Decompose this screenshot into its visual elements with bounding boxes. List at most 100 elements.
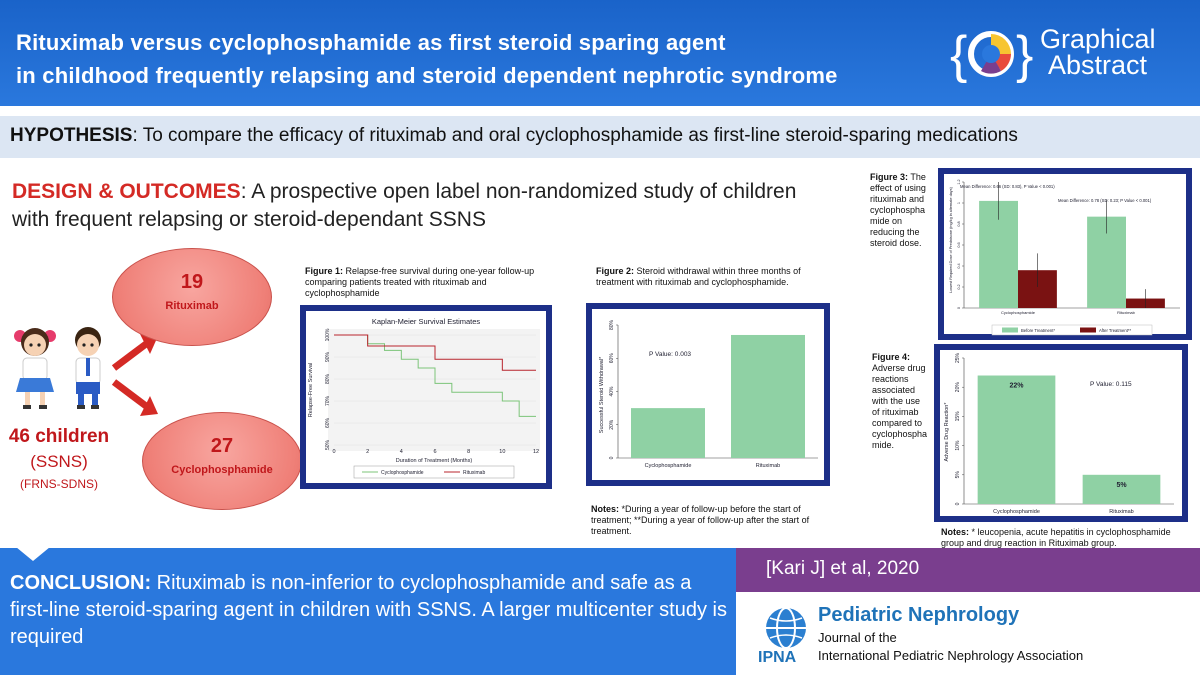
km-ylabel: Relapse-Free Survival <box>308 363 314 417</box>
cyclophosphamide-group-oval: 27 Cyclophosphamide <box>142 412 302 510</box>
figure2-caption-label: Figure 2: <box>596 266 635 276</box>
figure4-notes-text: * leucopenia, acute hepatitis in cycloph… <box>941 527 1171 548</box>
title-line-2: in childhood frequently relapsing and st… <box>16 63 838 88</box>
y-tick-label: 10% <box>955 440 961 451</box>
f2-annotation: P Value: 0.003 <box>649 351 691 358</box>
y-tick-label: 0 <box>609 456 615 459</box>
y-tick-label: 20% <box>609 419 615 430</box>
y-tick-label: 0 <box>957 307 961 309</box>
figure4-caption-line: of rituximab <box>872 407 919 417</box>
km-title: Kaplan-Meier Survival Estimates <box>372 317 481 326</box>
figure4-caption-line: with the use <box>872 396 921 406</box>
km-legend-label: Rituximab <box>463 470 485 476</box>
y-tick-label: 0.2 <box>957 284 961 289</box>
y-tick-label: 0.4 <box>957 263 961 268</box>
kaplan-meier-chart: Kaplan-Meier Survival Estimates 0 2 4 6 8 10 1… <box>306 311 546 483</box>
conclusion-text: CONCLUSION: Rituximab is non-inferior to… <box>10 570 730 651</box>
conclusion-body: Rituximab is non-inferior to cyclophosph… <box>10 572 727 648</box>
cyclophosphamide-count: 27 <box>210 435 234 457</box>
y-tick-label: 20% <box>955 382 961 393</box>
ipna-logo-text: IPNA <box>758 649 797 666</box>
svg-text:{: { <box>950 26 967 84</box>
km-x-tick: 10 <box>499 449 505 455</box>
y-tick-label: 1 <box>957 202 961 204</box>
km-xlabel: Duration of Treatment (Months) <box>396 458 473 464</box>
reference-text: [Kari J] et al, 2020 <box>766 558 920 579</box>
svg-text:}: } <box>1016 26 1033 84</box>
km-x-tick: 0 <box>332 449 335 455</box>
figure3-caption-line: steroid dose. <box>870 238 922 248</box>
children-count: 46 children <box>8 426 110 447</box>
f3-legend-swatch <box>1080 327 1096 333</box>
children-icon <box>14 327 101 409</box>
ipna-globe-icon <box>766 607 806 649</box>
notch-icon <box>16 547 50 561</box>
hypothesis-body: : To compare the efficacy of rituximab a… <box>132 125 1018 146</box>
figure4-notes: Notes: * leucopenia, acute hepatitis in … <box>941 527 1193 549</box>
figure4-caption-line: compared to <box>872 418 923 428</box>
km-y-tick: 50% <box>325 439 331 450</box>
figure4-caption: Figure 4: Adverse drug reactions associa… <box>872 352 934 451</box>
f3-annotation-1: Mean Difference: 0.66 (SD: 0.83), P Valu… <box>960 184 1055 189</box>
y-tick-label: 60% <box>609 353 615 364</box>
y-tick-label: 25% <box>955 352 961 363</box>
figure3-caption-line: The <box>910 172 926 182</box>
f3-legend-swatch <box>1002 327 1018 333</box>
y-tick-label: 40% <box>609 386 615 397</box>
figure4-caption-line: reactions <box>872 374 909 384</box>
figure4-caption-label: Figure 4: <box>872 352 911 362</box>
f2-ylabel: Successful Steroid Withdrawal* <box>599 356 605 433</box>
cyclophosphamide-label: Cyclophosphamide <box>171 464 273 476</box>
graphical-abstract-badge: { } Graphical Abstract <box>948 20 1188 90</box>
boy-figure <box>75 327 101 409</box>
conclusion-label: CONCLUSION: <box>10 572 152 594</box>
figure4-caption-line: mide. <box>872 440 895 450</box>
figure4-caption-line: Adverse drug <box>872 363 926 373</box>
figure3-caption-line: reducing the <box>870 227 920 237</box>
design-line-2: with frequent relapsing or steroid-depen… <box>12 208 486 231</box>
figure3-caption-line: mide on <box>870 216 903 226</box>
data-label: 5% <box>1116 482 1127 489</box>
y-tick-label: 5% <box>955 471 961 479</box>
journal-panel: IPNA Pediatric Nephrology Journal of the… <box>736 592 1200 675</box>
badge-text-abstract: Abstract <box>1048 50 1148 80</box>
figure1-caption-label: Figure 1: <box>305 266 344 276</box>
km-x-tick: 4 <box>400 449 403 455</box>
adverse-reaction-chart: 0 5% 10% 15% 20% 25% Cyclophosphamide 22% Rituxi… <box>940 350 1182 516</box>
km-series-line <box>334 334 536 371</box>
x-tick-label: Rituximab <box>1117 310 1136 315</box>
figure4-chart-frame: 0 5% 10% 15% 20% 25% Cyclophosphamide 22% Rituxi… <box>934 344 1188 522</box>
figure3-caption-line: rituximab and <box>870 194 925 204</box>
girl-figure <box>14 328 56 409</box>
figure1-caption-text: Relapse-free survival during one-year fo… <box>305 266 535 298</box>
journal-subtitle-1: Journal of the <box>818 630 897 645</box>
f3-ylabel: Lowest Required Dose of Prednisone (mg/k… <box>949 186 953 292</box>
figure2-notes: Notes: *During a year of follow-up befor… <box>591 504 831 537</box>
hypothesis-label: HYPOTHESIS <box>10 125 133 146</box>
data-label: 22% <box>1009 383 1024 390</box>
conclusion-panel: CONCLUSION: Rituximab is non-inferior to… <box>0 547 736 675</box>
figure3-caption-line: effect of using <box>870 183 926 193</box>
km-y-tick: 100% <box>325 328 331 341</box>
bar <box>1082 474 1161 504</box>
title-line-1: Rituximab versus cyclophosphamide as fir… <box>16 30 726 55</box>
f3-legend-label: After Treatment** <box>1099 328 1131 333</box>
km-y-tick: 70% <box>325 395 331 406</box>
rituximab-count: 19 <box>180 271 204 293</box>
x-tick-label: Cyclophosphamide <box>645 463 692 469</box>
figure2-notes-label: Notes: <box>591 504 620 514</box>
hypothesis-text: HYPOTHESIS: To compare the efficacy of r… <box>10 125 1018 147</box>
figure1-chart-frame: Kaplan-Meier Survival Estimates 0 2 4 6 8 10 1… <box>300 305 552 489</box>
km-x-tick: 6 <box>433 449 436 455</box>
figure1-caption: Figure 1: Relapse-free survival during o… <box>305 266 550 299</box>
design-label: DESIGN & OUTCOMES <box>12 180 241 203</box>
figure4-caption-line: associated <box>872 385 916 395</box>
arrows-icon <box>111 334 158 416</box>
x-tick-label: Cyclophosphamide <box>1001 310 1036 315</box>
km-legend-label: Cyclophosphamide <box>381 470 424 476</box>
steroid-dose-chart: 0 0.2 0.4 0.6 0.8 1 1.2 Cyclophosphamide Rituxim… <box>944 174 1186 336</box>
rituximab-label: Rituximab <box>165 300 219 312</box>
figure3-chart-frame: 0 0.2 0.4 0.6 0.8 1 1.2 Cyclophosphamide Rituxim… <box>938 168 1192 340</box>
journal-subtitle-2: International Pediatric Nephrology Assoc… <box>818 648 1084 663</box>
children-ssns-label: (SSNS) <box>30 452 88 471</box>
